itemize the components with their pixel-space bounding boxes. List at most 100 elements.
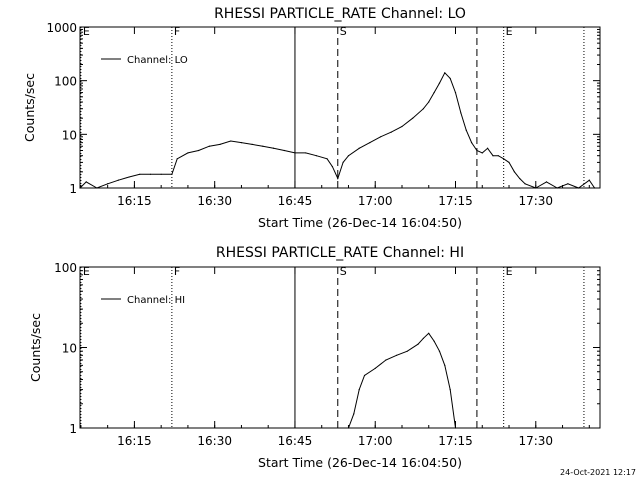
data-point <box>444 72 446 74</box>
chart-panel: RHESSI PARTICLE_RATE Channel: LO E F S E 16:1… <box>22 6 601 230</box>
x-tick-label: 16:15 <box>117 434 152 448</box>
data-point <box>305 152 307 154</box>
x-tick-label: 17:15 <box>438 434 473 448</box>
x-tick-label: 17:00 <box>358 434 393 448</box>
y-tick-label: 100 <box>54 75 77 89</box>
x-axis-label: Start Time (26-Dec-14 16:04:50) <box>258 455 462 470</box>
data-point <box>374 367 376 370</box>
data-point <box>369 142 371 144</box>
data-point <box>476 149 478 152</box>
data-point <box>481 152 483 154</box>
data-point <box>198 149 200 152</box>
data-point <box>588 179 590 181</box>
marker-label: S <box>340 265 347 278</box>
y-tick-label: 10 <box>62 128 77 142</box>
marker-label: E <box>83 265 90 278</box>
y-tick-label: 10 <box>62 342 77 356</box>
data-point <box>283 149 285 152</box>
data-point <box>444 364 446 366</box>
data-point <box>412 117 414 119</box>
plot-frame <box>79 26 601 189</box>
data-point <box>422 337 424 339</box>
data-point <box>390 131 392 133</box>
data-point <box>508 161 510 163</box>
y-tick-label: 1 <box>69 422 77 436</box>
marker-label: S <box>340 25 347 38</box>
y-tick-label: 100 <box>54 261 77 275</box>
x-tick-label: 16:30 <box>197 434 232 448</box>
data-point <box>454 91 457 94</box>
data-point <box>460 112 462 114</box>
chart-title: RHESSI PARTICLE_RATE Channel: LO <box>214 6 466 22</box>
data-point <box>385 359 387 361</box>
y-axis-label: Counts/sec <box>22 73 37 142</box>
marker-label: E <box>83 25 90 38</box>
x-tick-label: 16:45 <box>278 194 313 208</box>
data-point <box>433 91 435 94</box>
marker-label: F <box>174 265 180 278</box>
series-line <box>79 71 596 189</box>
data-point <box>438 350 441 352</box>
marker-label: F <box>174 25 180 38</box>
y-tick-label: 1 <box>69 182 77 196</box>
data-point <box>251 143 253 145</box>
data-point <box>149 173 152 175</box>
data-point <box>406 350 408 352</box>
data-point <box>449 388 451 391</box>
data-point <box>272 147 275 149</box>
data-point <box>428 101 430 103</box>
data-point <box>128 176 130 178</box>
x-tick-label: 17:00 <box>358 194 393 208</box>
data-point <box>363 374 366 377</box>
data-point <box>353 413 355 415</box>
data-point <box>422 108 424 110</box>
marker-label: E <box>506 265 513 278</box>
data-point <box>117 179 119 181</box>
data-point <box>176 158 178 160</box>
data-point <box>219 143 221 145</box>
data-point <box>567 183 569 185</box>
data-point <box>396 354 398 356</box>
data-point <box>337 177 339 180</box>
data-point <box>342 161 344 163</box>
data-point <box>524 183 526 185</box>
data-point <box>294 152 296 154</box>
chart-panel: RHESSI PARTICLE_RATE Channel: HI E F S E 16:1… <box>28 245 601 470</box>
series-line <box>348 332 456 429</box>
data-point <box>449 77 451 80</box>
data-point <box>428 332 430 334</box>
plot-frame <box>79 266 601 429</box>
x-tick-label: 17:30 <box>518 434 553 448</box>
data-point <box>417 343 419 345</box>
data-point <box>465 129 467 131</box>
data-point <box>492 155 494 157</box>
data-point <box>358 388 360 391</box>
legend-label: Channel: LO <box>127 55 188 66</box>
y-axis-label: Counts/sec <box>28 313 43 382</box>
x-tick-label: 16:30 <box>197 194 232 208</box>
data-point <box>171 173 173 175</box>
data-point <box>545 181 548 183</box>
data-point <box>187 152 189 154</box>
data-point <box>438 82 441 84</box>
legend-label: Channel: HI <box>127 295 185 306</box>
data-point <box>347 155 350 157</box>
data-point <box>513 171 515 173</box>
data-point <box>487 147 489 149</box>
footer-timestamp: 24-Oct-2021 12:17 <box>560 468 636 477</box>
marker-label: E <box>506 25 513 38</box>
data-point <box>315 155 317 157</box>
data-point <box>230 140 232 142</box>
data-point <box>433 340 435 342</box>
data-point <box>503 158 505 160</box>
data-point <box>240 142 243 144</box>
data-point <box>497 155 499 157</box>
data-point <box>519 177 521 180</box>
data-point <box>160 173 162 175</box>
data-point <box>262 145 264 147</box>
data-point <box>358 147 360 149</box>
data-point <box>379 136 382 138</box>
x-tick-label: 16:15 <box>117 194 152 208</box>
data-point <box>401 125 403 128</box>
